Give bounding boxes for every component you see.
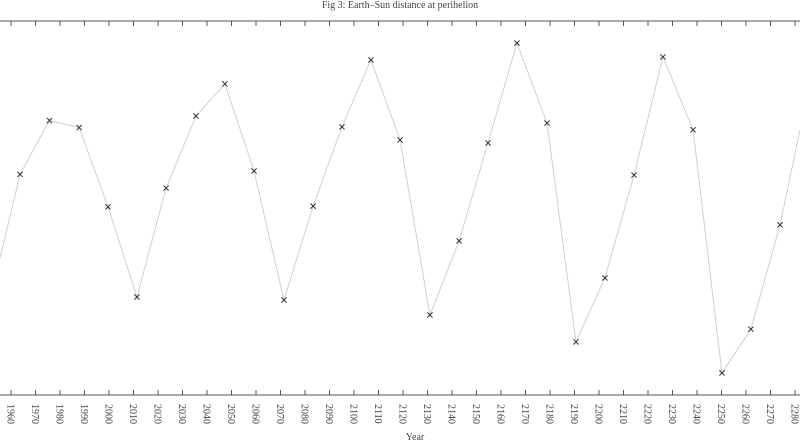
x-tick-label: 2110 [372,404,383,424]
x-tick-label: 2070 [274,404,285,424]
x-tick-label: 2030 [176,404,187,424]
x-marker-icon [601,274,608,281]
x-marker-icon [485,139,491,146]
x-marker-icon [46,117,53,124]
x-marker-icon [163,185,170,192]
x-marker-icon [513,40,520,47]
x-tick-label: 2080 [299,404,310,424]
x-tick-label: 1980 [54,404,65,424]
x-tick-label: 2260 [740,404,751,424]
x-marker-icon [544,120,551,127]
x-tick-label: 2170 [519,404,530,424]
x-marker-icon [105,203,111,210]
x-marker-icon [573,338,579,345]
x-marker-icon [659,53,666,60]
x-tick-label: 2090 [323,404,334,424]
x-axis-ticks: 1960 1970 1980 1990 2000 2010 2020 2030 2040 2050… [5,21,800,424]
x-tick-label: 1970 [29,404,40,424]
x-tick-label: 2020 [152,404,163,424]
x-tick-label: 2140 [446,404,457,424]
x-marker-icon [747,326,754,333]
x-tick-label: 2160 [495,404,506,424]
x-tick-label: 2010 [127,404,138,424]
x-tick-label: 2120 [397,404,408,424]
data-series [0,40,800,376]
x-marker-icon [367,56,374,63]
x-marker-icon [280,297,287,303]
x-tick-label: 2190 [568,404,579,424]
x-marker-icon [76,124,83,131]
x-tick-label: 1990 [78,404,89,424]
x-marker-icon [221,80,228,87]
x-axis-label: Year [405,432,425,443]
x-marker-icon [777,221,784,228]
x-tick-label: 2280 [789,404,800,424]
x-tick-label: 2240 [691,404,702,424]
x-marker-icon [17,171,24,178]
axes [0,20,800,396]
x-tick-label: 1960 [5,404,16,424]
x-marker-icon [397,136,404,143]
x-tick-label: 2040 [201,404,212,424]
x-tick-label: 2100 [348,404,359,424]
x-marker-icon [690,126,697,133]
x-tick-label: 2060 [250,404,261,424]
x-tick-label: 2270 [764,404,775,424]
x-tick-label: 2200 [593,404,604,424]
series-line [0,41,800,375]
x-marker-icon [251,168,257,174]
x-marker-icon [719,369,725,376]
x-tick-label: 2000 [103,404,114,424]
x-tick-label: 2210 [617,404,628,424]
x-tick-label: 2150 [470,404,481,424]
x-tick-label: 2050 [225,404,236,424]
x-marker-icon [339,123,345,130]
x-tick-label: 2220 [642,404,653,424]
x-marker-icon [631,172,637,179]
chart-title: Fig 3: Earth–Sun distance at perihelion [321,0,479,11]
x-marker-icon [310,203,317,210]
x-tick-label: 2130 [421,404,432,424]
x-tick-label: 2180 [544,404,555,424]
x-marker-icon [426,312,433,318]
x-marker-icon [133,294,140,300]
x-marker-icon [193,113,199,119]
x-tick-label: 2230 [666,404,677,424]
x-marker-icon [456,237,463,244]
x-tick-label: 2250 [715,404,726,424]
